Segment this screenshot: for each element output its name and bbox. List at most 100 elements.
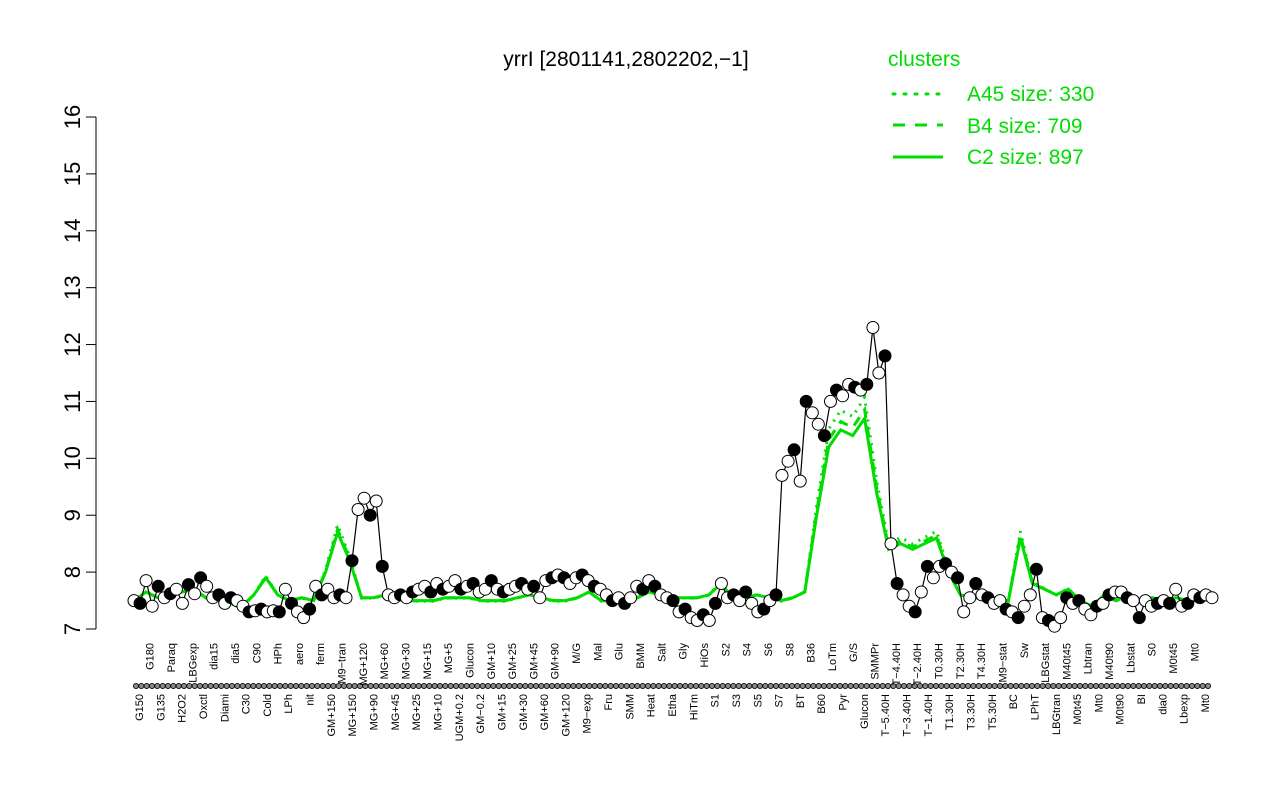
x-tick-label: B36	[806, 643, 818, 663]
rug-mark	[474, 683, 481, 690]
x-tick-label: S8	[784, 643, 796, 656]
x-tick-label: MG+120	[358, 643, 370, 686]
data-point	[1126, 594, 1140, 608]
rug-mark	[298, 683, 305, 690]
x-tick-label: LPhT	[1029, 694, 1041, 721]
rug-mark	[645, 683, 652, 690]
rug-mark	[698, 683, 705, 690]
rug-mark	[597, 683, 604, 690]
data-point	[714, 577, 728, 590]
rug-mark	[522, 683, 529, 690]
x-tick-label: B60	[816, 694, 828, 714]
rug-mark	[415, 683, 422, 690]
data-point	[908, 605, 922, 619]
rug-mark	[506, 683, 513, 690]
rug-mark	[533, 683, 540, 690]
x-tick-label: T1.30H	[944, 694, 956, 730]
x-tick-label: G180	[145, 643, 157, 670]
data-point	[1029, 562, 1043, 576]
rug-mark	[639, 683, 646, 690]
legend-label-a45: A45 size: 330	[967, 83, 1094, 106]
x-tick-label: GM+90	[550, 643, 562, 679]
x-tick-label: T−3.40H	[902, 694, 914, 737]
rug-mark	[388, 683, 395, 690]
rug-mark	[906, 683, 913, 690]
rug-mark	[719, 683, 726, 690]
data-point	[1023, 588, 1037, 602]
rug-mark	[1130, 683, 1137, 690]
data-point	[787, 443, 801, 457]
data-point	[188, 587, 202, 601]
rug-mark	[741, 683, 748, 690]
rug-mark	[1071, 683, 1078, 690]
x-tick-label: M0t90	[1115, 694, 1127, 725]
rug-mark	[607, 683, 614, 690]
x-tick-label: M9−exp	[582, 694, 594, 733]
rug-mark	[757, 683, 764, 690]
rug-mark	[666, 683, 673, 690]
rug-mark	[223, 683, 230, 690]
y-tick-label: 9	[60, 509, 85, 521]
data-point	[860, 377, 874, 391]
x-tick-label: Lbtran	[1083, 643, 1095, 674]
rug-mark	[319, 683, 326, 690]
data-point	[702, 614, 716, 627]
rug-mark	[671, 683, 678, 690]
rug-mark	[517, 683, 524, 690]
rug-mark	[463, 683, 470, 690]
data-point	[890, 577, 904, 590]
rug-mark	[789, 683, 796, 690]
x-tick-label: HPh	[273, 643, 285, 664]
y-tick-label: 12	[60, 332, 85, 356]
cluster-lines	[133, 393, 1213, 610]
x-tick-label: Salt	[656, 643, 668, 662]
rug-mark	[191, 683, 198, 690]
data-point	[793, 474, 807, 488]
data-point	[1132, 611, 1146, 625]
rug-mark	[837, 683, 844, 690]
rug-mark	[810, 683, 817, 690]
data-line	[133, 327, 1213, 628]
rug-mark	[821, 683, 828, 690]
rug-mark	[623, 683, 630, 690]
data-point	[963, 591, 977, 605]
x-tick-label: S7	[774, 694, 786, 707]
rug-mark	[212, 683, 219, 690]
x-tick-label: M/G	[571, 643, 583, 664]
rug-mark	[1151, 683, 1158, 690]
rug-mark	[218, 683, 225, 690]
rug-mark	[244, 683, 251, 690]
rug-mark	[260, 683, 267, 690]
rug-mark	[575, 683, 582, 690]
x-tick-label: LoTm	[827, 643, 839, 671]
rug-mark	[1002, 683, 1009, 690]
x-tick-label: G135	[155, 694, 167, 721]
rug-mark	[762, 683, 769, 690]
x-tick-label: GM+10	[486, 643, 498, 679]
rug-mark	[1157, 683, 1164, 690]
x-tick-label: ferm	[315, 643, 327, 665]
rug-mark	[1199, 683, 1206, 690]
rug-mark	[303, 683, 310, 690]
x-tick-label: MG+25	[411, 694, 423, 730]
rug-mark	[1103, 683, 1110, 690]
x-tick-label: LBGtran	[1051, 694, 1063, 735]
rug-mark	[783, 683, 790, 690]
rug-mark	[1189, 683, 1196, 690]
data-point	[884, 537, 898, 551]
data-point	[303, 602, 317, 616]
x-tick-label: S2	[720, 643, 732, 656]
rug-mark	[565, 683, 572, 690]
rug-mark	[543, 683, 550, 690]
rug-mark	[1178, 683, 1185, 690]
x-tick-label: Glucon	[859, 694, 871, 729]
rug-mark	[484, 683, 491, 690]
rug-mark	[287, 683, 294, 690]
legend-title: clusters	[888, 48, 960, 71]
rug-mark	[1077, 683, 1084, 690]
rug-mark	[602, 683, 609, 690]
rug-mark	[949, 683, 956, 690]
data-point	[200, 579, 214, 593]
rug-mark	[661, 683, 668, 690]
x-tick-label: T−4.40H	[891, 643, 903, 686]
